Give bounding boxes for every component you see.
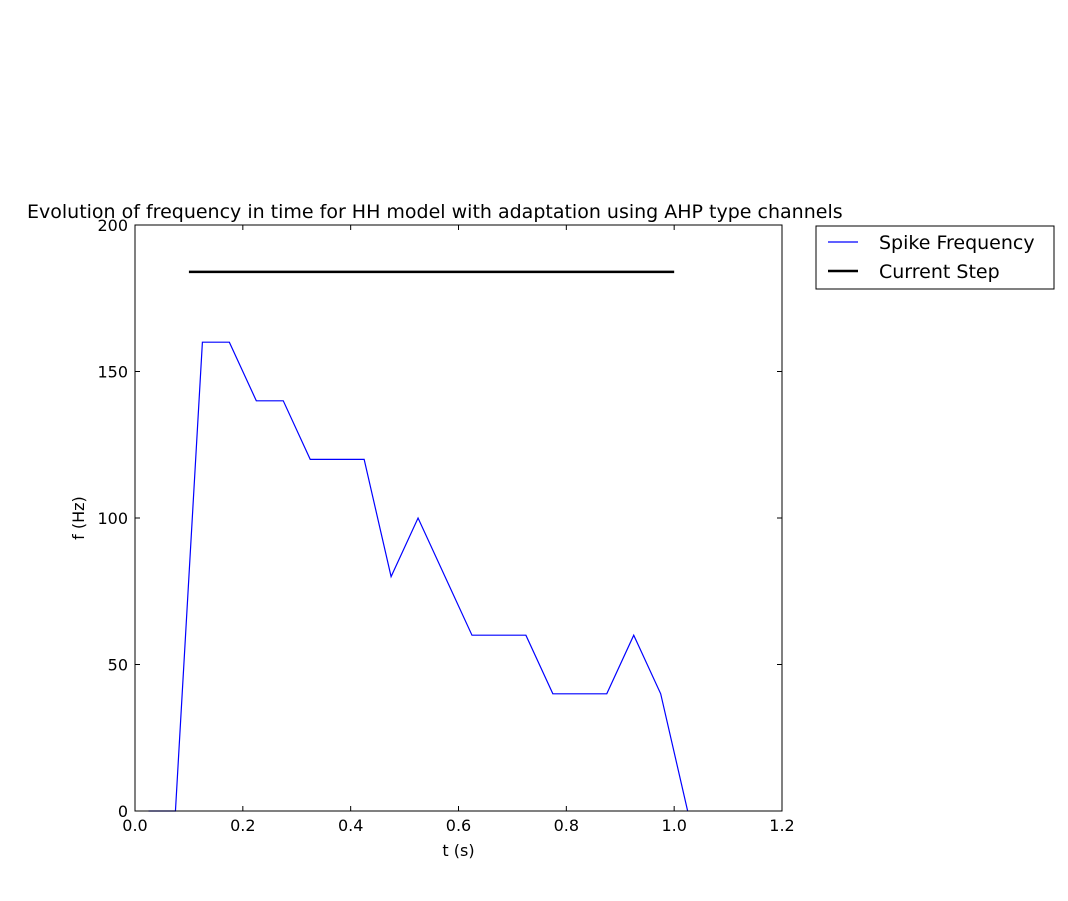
ticks-layer: 0.0 0.2 0.4 0.6 0.8 1.0 1.2 0 50 100 150 200 — [97, 216, 794, 835]
x-tick-label: 0.8 — [554, 816, 579, 835]
legend-box — [815, 225, 1055, 290]
x-tick-label: 0.2 — [230, 816, 255, 835]
legend: Spike Frequency Current Step — [815, 225, 1055, 290]
y-tick-label: 200 — [97, 216, 128, 235]
series-line-spike-frequency — [148, 341, 689, 812]
y-tick-label: 150 — [97, 363, 128, 382]
x-tick-label: 0.4 — [338, 816, 363, 835]
y-axis-label: f (Hz) — [69, 496, 88, 540]
x-tick-label: 0.6 — [446, 816, 471, 835]
x-tick-label: 0.0 — [122, 816, 147, 835]
x-tick-label: 1.0 — [661, 816, 686, 835]
chart-title: Evolution of frequency in time for HH mo… — [27, 201, 843, 223]
y-tick-label: 0 — [118, 802, 128, 821]
y-tick-label: 100 — [97, 509, 128, 528]
plot-frame — [134, 224, 783, 812]
legend-label: Current Step — [879, 261, 1000, 283]
x-tick-label: 1.2 — [769, 816, 794, 835]
x-axis-label: t (s) — [442, 841, 474, 860]
legend-label: Spike Frequency — [879, 232, 1035, 254]
series-layer — [148, 270, 689, 812]
y-tick-label: 50 — [108, 656, 128, 675]
